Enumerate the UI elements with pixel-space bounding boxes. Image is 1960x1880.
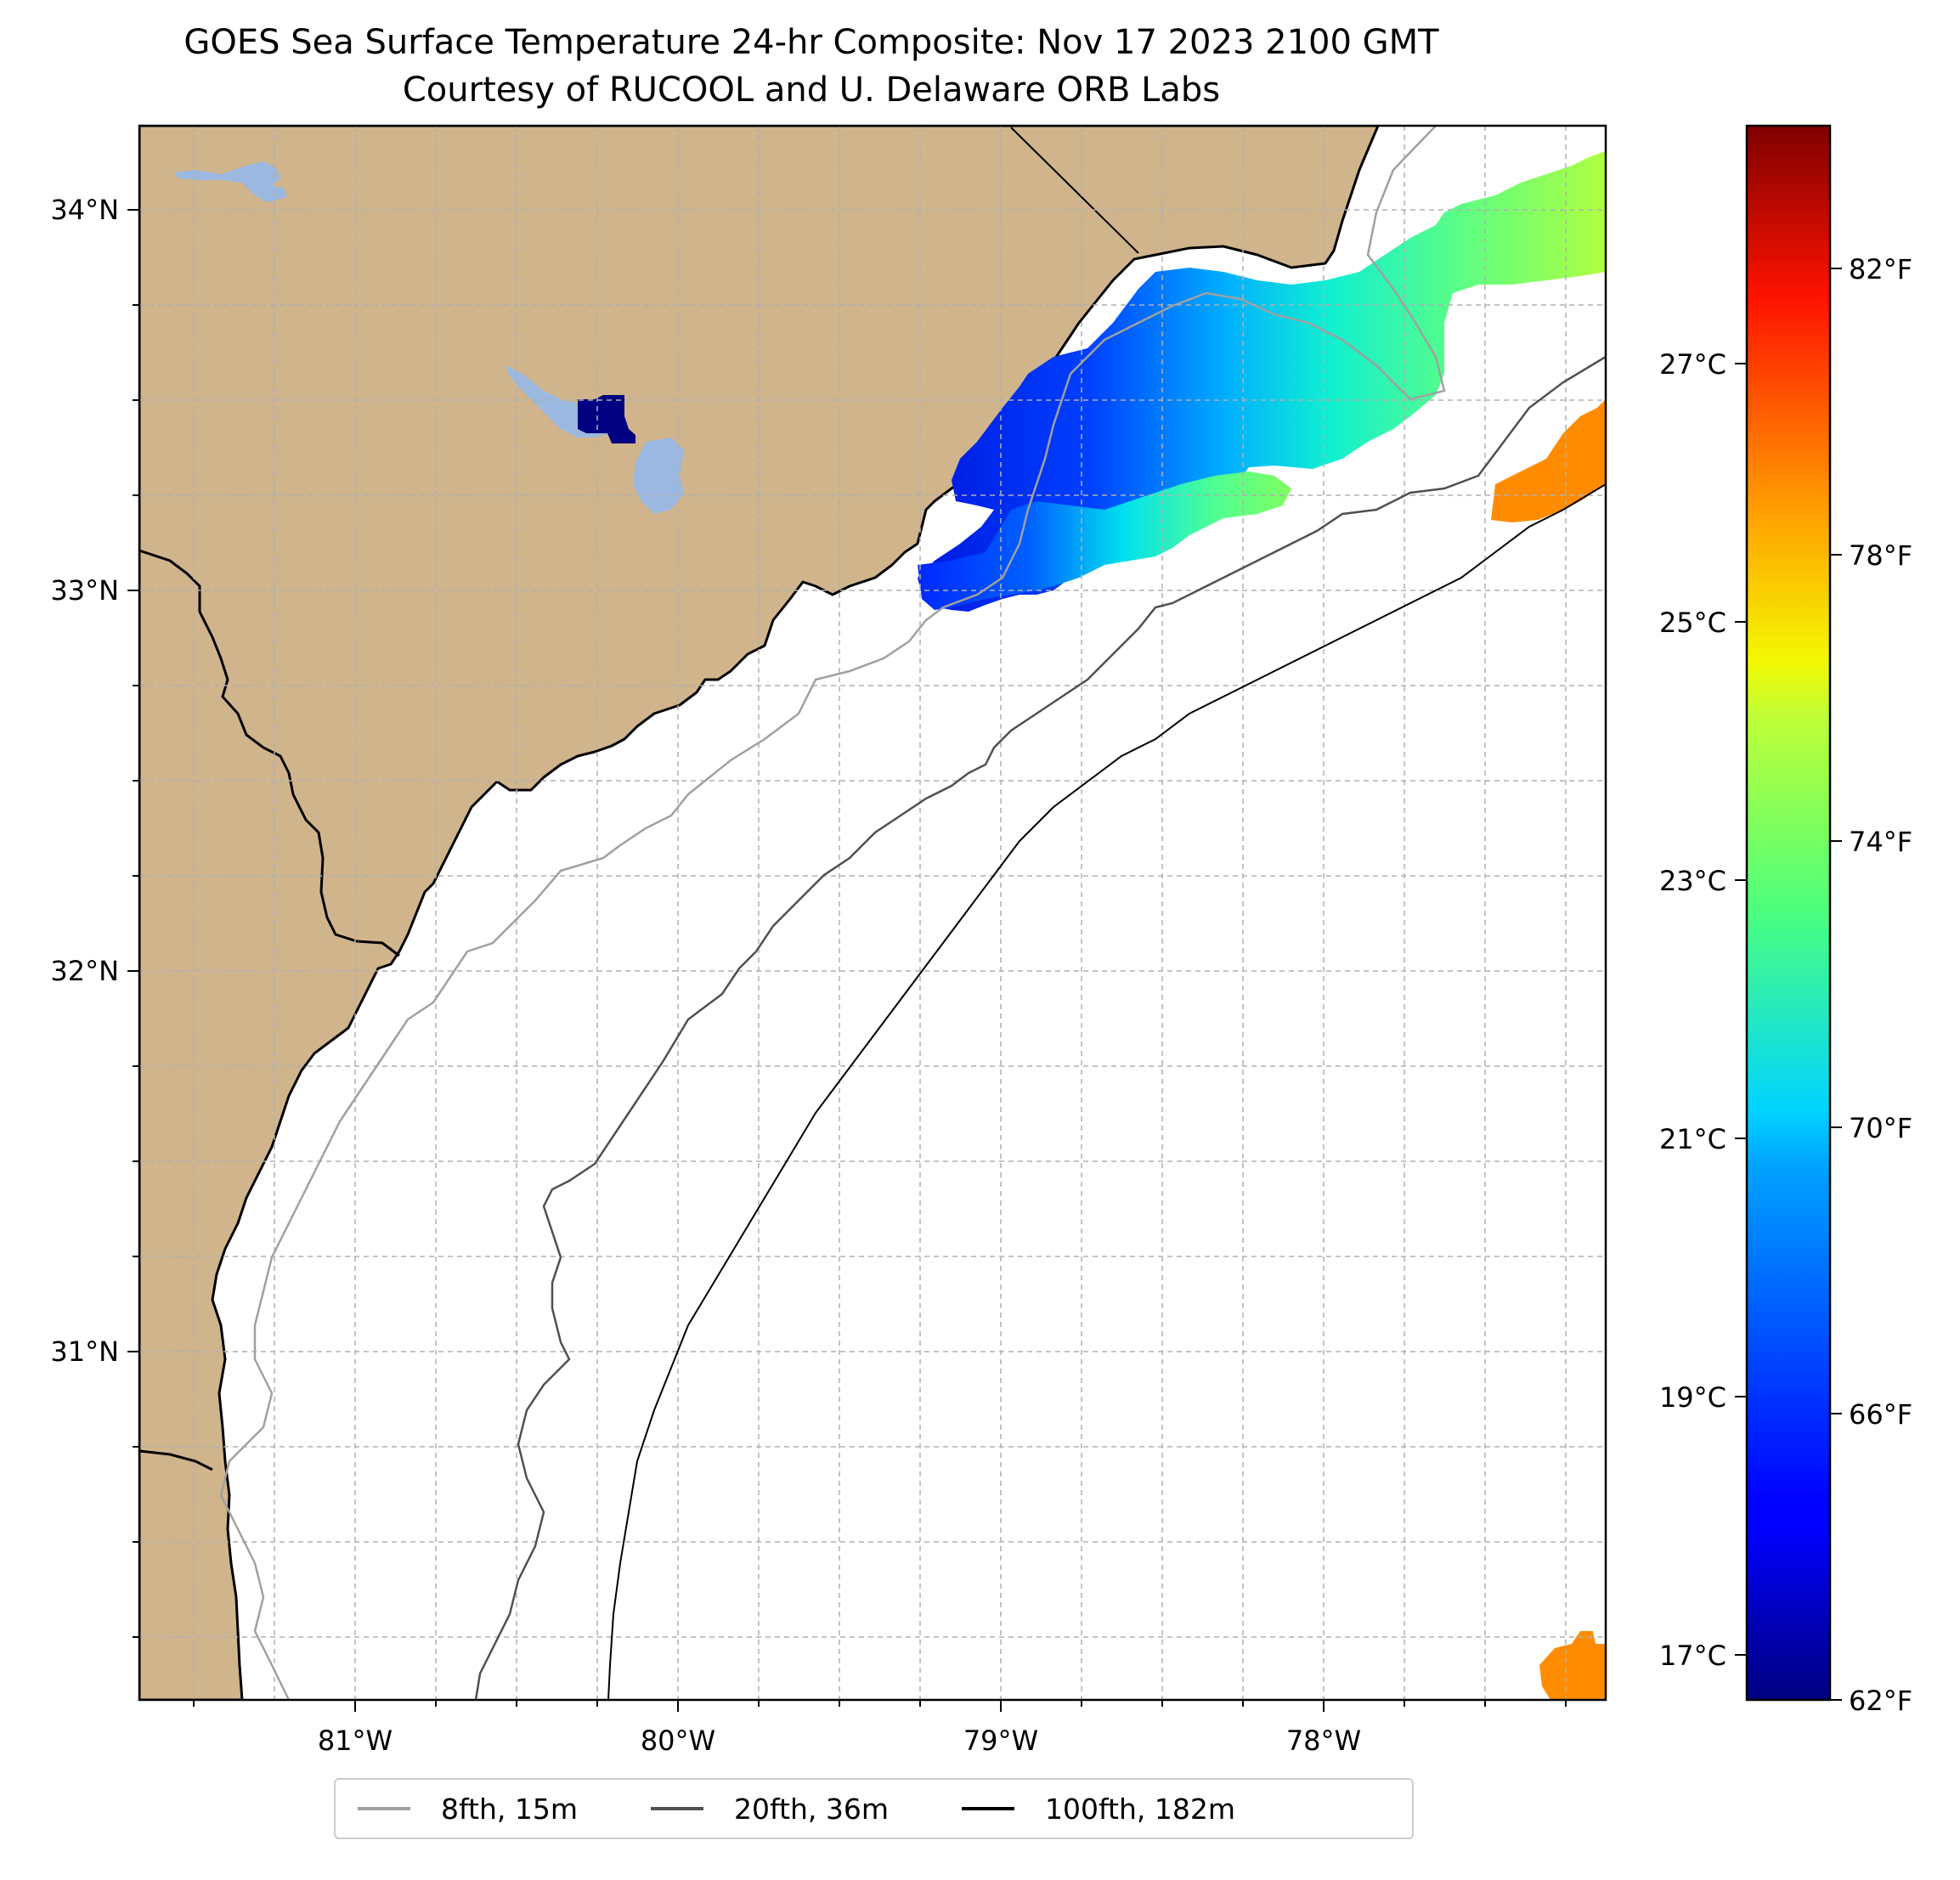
colorbar-celsius-label: 25°C bbox=[1659, 607, 1726, 639]
chart-title: GOES Sea Surface Temperature 24-hr Compo… bbox=[184, 23, 1439, 62]
legend-line-100fth bbox=[962, 1807, 1015, 1810]
colorbar-fahrenheit-label: 70°F bbox=[1849, 1112, 1912, 1144]
legend: 8fth, 15m 20fth, 36m 100fth, 182m bbox=[334, 1778, 1414, 1839]
x-tick-label: 79°W bbox=[963, 1725, 1038, 1757]
x-tick-label: 81°W bbox=[318, 1725, 393, 1757]
chart-subtitle: Courtesy of RUCOOL and U. Delaware ORB L… bbox=[402, 71, 1221, 110]
sst-lower-patch bbox=[918, 471, 1291, 610]
legend-label: 100fth, 182m bbox=[1045, 1792, 1236, 1826]
gridlines bbox=[139, 126, 1606, 1700]
isobath-8fth bbox=[219, 126, 1446, 1700]
state-border bbox=[1010, 127, 1139, 254]
map-area bbox=[139, 126, 1606, 1700]
colorbar-celsius-label: 19°C bbox=[1659, 1381, 1726, 1414]
legend-item-100fth: 100fth, 182m bbox=[962, 1792, 1235, 1826]
colorbar-fahrenheit-label: 66°F bbox=[1849, 1398, 1912, 1431]
colorbar bbox=[1745, 124, 1832, 1702]
legend-label: 8fth, 15m bbox=[441, 1792, 579, 1826]
colorbar-fahrenheit-label: 74°F bbox=[1849, 826, 1912, 858]
map-frame bbox=[138, 124, 1607, 1702]
legend-item-8fth: 8fth, 15m bbox=[358, 1792, 578, 1826]
isobath-20fth bbox=[474, 355, 1606, 1700]
lake-cold-patch bbox=[578, 395, 635, 443]
lake-upper bbox=[174, 161, 287, 202]
colorbar-fahrenheit-label: 82°F bbox=[1849, 253, 1912, 285]
y-tick-label: 34°N bbox=[50, 194, 119, 226]
sst-warm-patch bbox=[1491, 399, 1606, 522]
sst-warm-patch-south bbox=[1539, 1631, 1606, 1700]
colorbar-celsius-label: 21°C bbox=[1659, 1123, 1726, 1155]
river-border bbox=[139, 549, 400, 1471]
x-tick-label: 80°W bbox=[641, 1725, 715, 1757]
colorbar-fahrenheit-label: 62°F bbox=[1849, 1685, 1912, 1717]
sst-main-patch bbox=[918, 151, 1606, 612]
legend-label: 20fth, 36m bbox=[734, 1792, 890, 1826]
colorbar-ticks bbox=[1735, 268, 1842, 1701]
colorbar-celsius-label: 17°C bbox=[1659, 1640, 1726, 1672]
y-tick-label: 31°N bbox=[50, 1335, 119, 1368]
axis-ticks bbox=[127, 209, 1567, 1712]
legend-item-20fth: 20fth, 36m bbox=[651, 1792, 889, 1826]
colorbar-celsius-label: 27°C bbox=[1659, 348, 1726, 381]
y-tick-label: 32°N bbox=[50, 955, 119, 987]
legend-line-20fth bbox=[651, 1807, 704, 1810]
y-tick-label: 33°N bbox=[50, 574, 119, 607]
legend-line-8fth bbox=[358, 1807, 410, 1810]
colorbar-fahrenheit-label: 78°F bbox=[1849, 539, 1912, 572]
isobath-100fth bbox=[607, 483, 1606, 1700]
colorbar-celsius-label: 23°C bbox=[1659, 865, 1726, 897]
x-tick-label: 78°W bbox=[1286, 1725, 1361, 1757]
